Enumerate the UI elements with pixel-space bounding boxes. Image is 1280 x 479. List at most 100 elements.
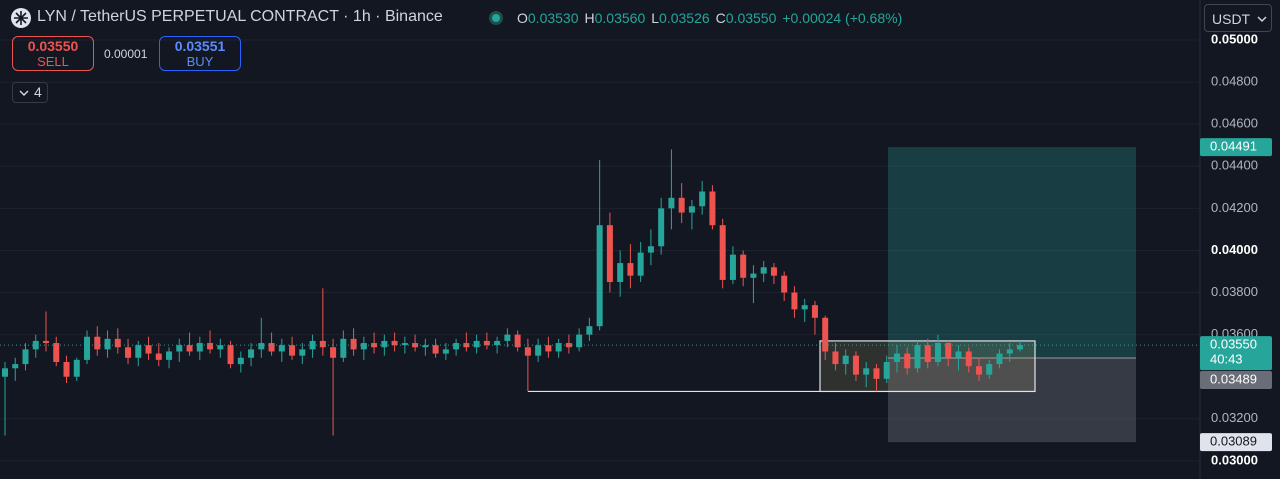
candle-body: [473, 340, 480, 348]
candle-body: [43, 340, 50, 344]
y-tick-label: 0.04200: [1211, 200, 1258, 215]
candle-body: [709, 191, 716, 226]
axis-panel: [1200, 0, 1280, 479]
candle-body: [883, 361, 890, 379]
candle-body: [842, 355, 849, 365]
candle-body: [545, 345, 552, 352]
candle-body: [975, 366, 982, 375]
candle-body: [94, 336, 101, 350]
indicator-count: 4: [34, 84, 42, 100]
ohlc-key: O: [517, 10, 528, 26]
candle-body: [986, 364, 993, 375]
candle-body: [176, 345, 183, 352]
candle-body: [217, 345, 224, 350]
candle-body: [463, 343, 470, 348]
buy-button[interactable]: 0.03551 BUY: [159, 36, 241, 71]
candle-body: [73, 359, 80, 377]
currency-dropdown[interactable]: USDT: [1204, 4, 1272, 32]
candle-body: [945, 343, 952, 358]
candle-body: [555, 343, 562, 352]
candle-body: [647, 246, 654, 253]
candle-body: [12, 364, 19, 369]
candle-body: [494, 340, 501, 346]
ohlc-value: 0.03550: [725, 10, 777, 26]
chevron: [19, 90, 29, 97]
stop-label: 0.03089: [1210, 434, 1257, 449]
candle-body: [237, 357, 244, 365]
candle-body: [965, 351, 972, 367]
candle-body: [391, 340, 398, 346]
candle-body: [186, 345, 193, 352]
sell-label: SELL: [37, 54, 69, 69]
candle-body: [606, 225, 613, 283]
ohlc-legend: O0.03530 H0.03560 L0.03526 C0.03550 +0.00024…: [517, 10, 908, 26]
symbol-logo: [11, 8, 31, 28]
candle-body: [22, 349, 29, 365]
candle-body: [617, 263, 624, 283]
current-price-label: 0.03550: [1210, 337, 1257, 352]
candle-body: [299, 349, 306, 356]
candle-body: [84, 336, 91, 360]
candle-body: [934, 343, 941, 362]
indicator-toggle[interactable]: 4: [12, 82, 48, 103]
candle-body: [412, 343, 419, 348]
candle-body: [319, 340, 326, 348]
chevron: [1257, 16, 1267, 23]
y-tick-label: 0.04800: [1211, 74, 1258, 89]
currency: USDT: [1212, 11, 1251, 27]
candle-body: [63, 361, 70, 377]
candle-body: [504, 334, 511, 341]
candle-body: [104, 338, 111, 350]
candle-body: [1006, 349, 1013, 354]
candle-body: [658, 208, 665, 247]
candle-body: [955, 351, 962, 358]
candle-body: [832, 351, 839, 365]
candle-body: [822, 317, 829, 352]
candle-body: [637, 252, 644, 276]
candle-body: [289, 345, 296, 356]
candle-body: [535, 345, 542, 356]
candle-body: [750, 273, 757, 278]
buy-price: 0.03551: [174, 38, 226, 54]
candle-body: [278, 345, 285, 352]
candle-body: [2, 368, 8, 377]
candle-body: [196, 343, 203, 352]
candle-body: [453, 343, 460, 350]
spread: 0.00001: [104, 47, 148, 61]
candle-body: [688, 206, 695, 213]
candle-body: [668, 197, 675, 209]
candle-body: [760, 267, 767, 274]
target-label: 0.04491: [1210, 139, 1257, 154]
candle-body: [576, 334, 583, 348]
buy-label: BUY: [186, 54, 214, 69]
candle-body: [719, 225, 726, 280]
candle-body: [740, 254, 747, 278]
ohlc-value: 0.03526: [659, 10, 710, 26]
ohlc-value: 0.03530: [527, 10, 579, 26]
candle-body: [729, 254, 736, 280]
loss-zone: [888, 357, 1136, 443]
candle-body: [114, 338, 121, 348]
countdown: 40:43: [1210, 352, 1243, 367]
candle-body: [483, 340, 490, 346]
y-tick-label: 0.03200: [1211, 410, 1258, 425]
candle-body: [852, 355, 859, 375]
candle-body: [155, 353, 162, 360]
candle-body: [781, 275, 788, 293]
sell-button[interactable]: 0.03550 SELL: [12, 36, 94, 71]
stop-label-box: [1200, 433, 1272, 452]
candle-body: [227, 345, 234, 365]
candle-body: [893, 353, 900, 362]
y-tick-label: 0.03800: [1211, 284, 1258, 299]
candle-body: [371, 343, 378, 348]
candle-body: [166, 351, 173, 360]
candle-body: [863, 368, 870, 375]
candle-body: [125, 347, 132, 358]
symbol-title: LYN / TetherUS PERPETUAL CONTRACT · 1h ·…: [37, 8, 443, 25]
candle-body: [432, 345, 439, 354]
candle-body: [770, 267, 777, 276]
ohlc-key: H: [584, 10, 595, 26]
profit-zone: [888, 147, 1136, 358]
candle-body: [32, 340, 39, 350]
